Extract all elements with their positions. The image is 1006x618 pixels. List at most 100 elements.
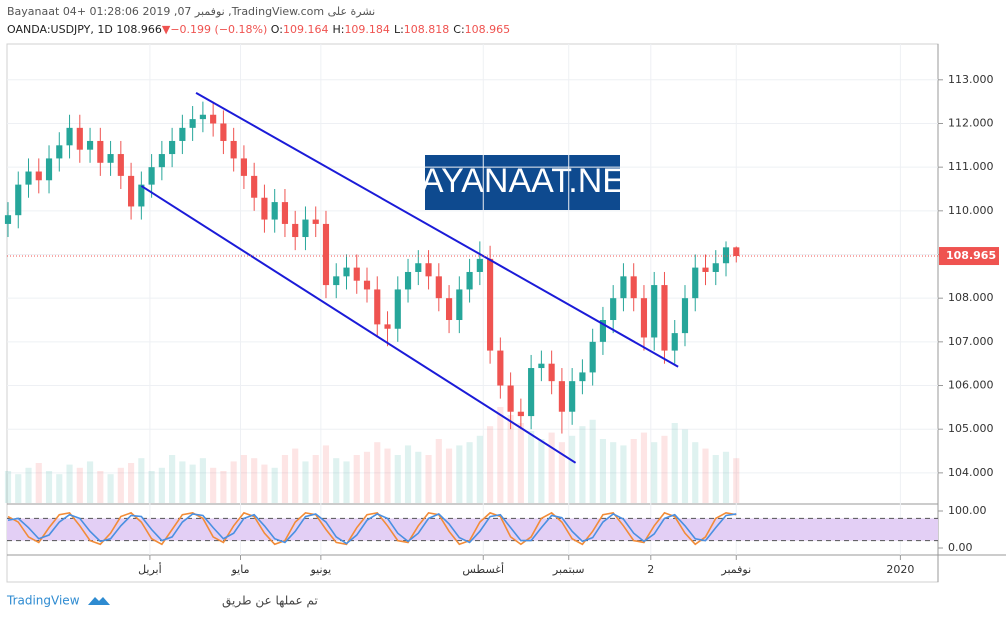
volume-bar	[107, 474, 114, 503]
candle-body	[261, 197, 268, 220]
x-tick-label: نوفمبر	[720, 563, 751, 576]
y-tick-label: 100.00	[948, 504, 987, 517]
y-tick-label: 106.000	[948, 379, 994, 392]
candle-body	[661, 285, 668, 351]
candle-body	[230, 140, 237, 159]
volume-bar	[117, 467, 124, 503]
candle-body	[138, 184, 145, 207]
candle-body	[640, 298, 648, 338]
candle-body	[589, 341, 596, 373]
volume-bar	[589, 419, 596, 503]
candle-body	[692, 267, 699, 299]
candle-body	[117, 154, 124, 176]
volume-bar	[712, 455, 719, 503]
x-tick-label: أغسطس	[462, 562, 504, 576]
candle-body	[97, 140, 104, 163]
candle-body	[128, 175, 135, 207]
volume-bar	[507, 415, 514, 503]
candle-body	[210, 114, 217, 124]
volume-bar	[333, 458, 340, 503]
volume-bar	[251, 458, 258, 503]
candle-body	[507, 385, 514, 412]
volume-bar	[4, 471, 12, 503]
candle-body	[220, 123, 227, 141]
candle-body	[333, 276, 340, 286]
ohlc-value: 108.818	[403, 23, 450, 36]
volume-bar	[138, 458, 145, 503]
volume-bar	[35, 463, 42, 503]
trendline	[140, 185, 577, 464]
x-tick-label: سبتمبر	[552, 563, 585, 576]
down-arrow: ▼	[161, 23, 171, 36]
volume-bar	[220, 471, 227, 503]
volume-bar	[681, 429, 689, 503]
candle-body	[702, 267, 709, 272]
volume-bar	[292, 448, 299, 503]
candle-body	[158, 154, 165, 168]
volume-bar	[353, 455, 360, 503]
volume-bar	[363, 451, 371, 503]
y-tick-label: 110.000	[948, 204, 994, 217]
volume-bar	[456, 445, 463, 503]
ohlc-label: H:	[332, 23, 345, 36]
candle-body	[353, 267, 360, 281]
candle-body	[435, 276, 442, 299]
ohlc: O:109.164 H:109.184 L:108.818 C:108.965	[271, 23, 514, 36]
ohlc-label: C:	[453, 23, 465, 36]
watermark-box	[425, 155, 620, 210]
candle-body	[517, 411, 524, 417]
footer-brand: TradingView	[6, 594, 80, 608]
candle-body	[343, 267, 350, 277]
y-tick-label: 107.000	[948, 335, 994, 348]
candle-body	[599, 320, 607, 342]
volume-bar	[425, 455, 432, 503]
volume-bar	[692, 442, 699, 503]
candle-body	[384, 324, 391, 329]
volume-bar	[466, 442, 473, 503]
volume-bar	[97, 471, 104, 503]
trendline	[195, 92, 679, 368]
volume-bar	[158, 467, 165, 503]
candle-body	[169, 140, 176, 155]
volume-bar	[538, 439, 545, 503]
volume-bar	[599, 439, 607, 503]
x-tick-label: أبريل	[138, 562, 162, 576]
volume-bar	[558, 442, 565, 503]
candle-body	[651, 285, 658, 338]
y-tick-label: 113.000	[948, 73, 994, 86]
change: −0.199 (−0.18%)	[170, 23, 268, 36]
candle-body	[466, 271, 473, 290]
candle-body	[76, 127, 83, 150]
watermark: BAYANAAT.NET	[398, 162, 646, 200]
last-price-label: 108.965	[946, 249, 996, 262]
volume-bar	[661, 435, 668, 503]
volume-bar	[651, 442, 658, 503]
volume-bar	[384, 448, 391, 503]
volume-bar	[281, 455, 289, 503]
ohlc-label: L:	[393, 23, 404, 36]
candle-body	[148, 167, 155, 185]
candle-body	[179, 127, 186, 141]
volume-bar	[25, 467, 32, 503]
ohlc-value: 108.965	[464, 23, 511, 36]
ohlc-value: 109.184	[344, 23, 390, 36]
candle-body	[271, 202, 278, 220]
volume-bar	[579, 426, 586, 503]
ohlc-value: 109.164	[282, 23, 329, 36]
candle-body	[569, 381, 576, 412]
candle-body	[45, 158, 53, 181]
candle-body	[681, 298, 689, 334]
candle-body	[528, 368, 535, 417]
candle-body	[66, 127, 73, 146]
volume-bar	[189, 464, 196, 503]
candle-body	[15, 184, 22, 216]
volume-bar	[128, 463, 135, 503]
header: نشرة على TradingView.com, نوفمبر 07, 201…	[7, 3, 514, 39]
volume-bar	[179, 461, 186, 503]
candle-body	[579, 372, 586, 382]
footer-made-by: تم عملها عن طريق	[222, 594, 318, 609]
volume-bar	[415, 451, 422, 503]
oscillator-line	[7, 513, 737, 545]
candle-body	[722, 247, 730, 264]
volume-bar	[733, 458, 740, 503]
